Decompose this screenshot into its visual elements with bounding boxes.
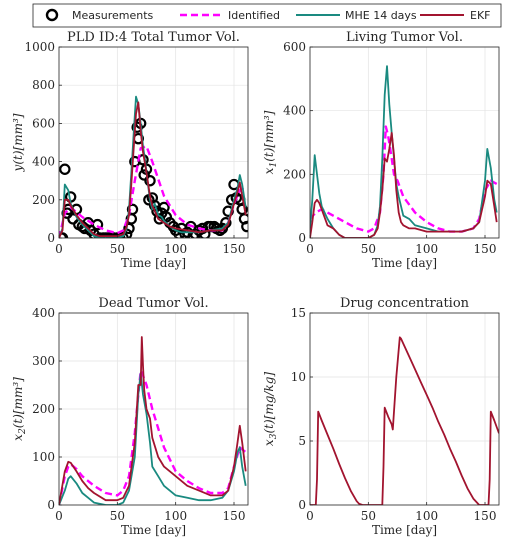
legend-entry-measurements: Measurements [45, 8, 154, 22]
axes-box [309, 46, 500, 239]
y-tick-label: 0 [47, 231, 55, 245]
y-tick-label: 400 [32, 155, 55, 169]
point-measurements [138, 169, 150, 181]
y-tick-label: 400 [32, 306, 55, 320]
series-line-ekf [310, 336, 499, 505]
y-axis-label: x1​(t)[mm³] [262, 110, 279, 174]
x-axis-label: Time [day] [372, 523, 437, 537]
x-tick-label: 100 [164, 509, 187, 523]
y-tick-label: 5 [298, 434, 306, 448]
x-tick-label: 100 [415, 509, 438, 523]
legend-label-identified: Identified [228, 9, 280, 22]
y-tick-label: 600 [283, 40, 306, 54]
chart-title: PLD ID:4 Total Tumor Vol. [67, 30, 240, 45]
y-tick-label: 400 [283, 104, 306, 118]
x-tick-label: 150 [474, 509, 497, 523]
y-tick-label: 300 [32, 354, 55, 368]
legend-label-measurements: Measurements [72, 9, 154, 22]
point-measurements [241, 220, 248, 233]
panel-2: 0 50 100 150 0 200 400 600 Living Tumor Vol. Time… [262, 30, 500, 270]
x-axis-label: Time [day] [372, 256, 437, 270]
plot-area [310, 313, 499, 505]
panel-1: 0 50 100 150 0 200 400 600 800 1000 PLD ID:4 Total… [11, 30, 249, 270]
y-axis-label: x3​(t)[mg/kg] [262, 372, 279, 446]
x-tick-label: 150 [223, 509, 246, 523]
point-measurements [126, 203, 139, 216]
y-tick-label: 100 [32, 450, 55, 464]
y-tick-label: 0 [47, 498, 55, 512]
x-tick-label: 50 [110, 509, 125, 523]
x-tick-label: 50 [361, 242, 376, 256]
axes-box [309, 312, 500, 506]
point-measurements [59, 163, 71, 175]
series-group [59, 336, 247, 505]
x-tick-label: 100 [415, 242, 438, 256]
legend-entry-mhe: MHE 14 days [296, 9, 417, 22]
y-tick-label: 200 [32, 193, 55, 207]
y-tick-label: 1000 [24, 40, 55, 54]
legend-marker-measurements [45, 8, 59, 22]
x-tick-label: 150 [474, 242, 497, 256]
x-tick-label: 50 [110, 242, 125, 256]
x-tick-label: 0 [55, 509, 63, 523]
x-tick-label: 150 [223, 242, 246, 256]
x-tick-label: 0 [55, 242, 63, 256]
series-group [59, 95, 248, 238]
y-tick-label: 600 [32, 116, 55, 130]
y-tick-label: 200 [283, 167, 306, 181]
x-tick-label: 0 [306, 509, 314, 523]
point-measurements [153, 213, 166, 225]
y-tick-label: 10 [291, 370, 306, 384]
series-line-ekf [59, 336, 247, 505]
y-axis-label: x2​(t)[mm³] [11, 377, 28, 441]
series-group [310, 65, 498, 238]
legend-entry-identified: Identified [180, 9, 280, 22]
y-tick-label: 0 [298, 498, 306, 512]
series-line-ekf [59, 101, 247, 238]
x-axis-label: Time [day] [121, 523, 186, 537]
chart-title: Living Tumor Vol. [346, 30, 463, 45]
legend-label-mhe: MHE 14 days [345, 9, 417, 22]
series-line-identified [59, 369, 247, 505]
legend: Measurements Identified MHE 14 days EKF [32, 3, 502, 28]
series-group [310, 336, 499, 505]
panel-3: 0 50 100 150 0 100 200 300 400 Dead Tumor Vol. Tim… [11, 296, 249, 537]
plot-area [310, 47, 499, 238]
y-tick-label: 800 [32, 78, 55, 92]
y-tick-label: 0 [298, 231, 306, 245]
x-tick-label: 100 [164, 242, 187, 256]
y-axis-label: y(t)[mm³] [11, 113, 25, 172]
legend-entry-ekf: EKF [420, 9, 491, 22]
x-tick-label: 50 [361, 509, 376, 523]
series-line-ekf [310, 132, 498, 238]
x-tick-label: 0 [306, 242, 314, 256]
y-tick-label: 15 [291, 306, 306, 320]
point-measurements [144, 174, 156, 187]
x-axis-label: Time [day] [121, 256, 186, 270]
chart-title: Dead Tumor Vol. [98, 296, 208, 311]
y-tick-label: 200 [32, 402, 55, 416]
legend-box [32, 3, 502, 28]
legend-label-ekf: EKF [470, 9, 491, 22]
chart-title: Drug concentration [340, 296, 470, 311]
panel-4: 0 50 100 150 0 5 10 15 Drug concentration Time [d… [262, 296, 500, 537]
axes-box [58, 46, 249, 239]
